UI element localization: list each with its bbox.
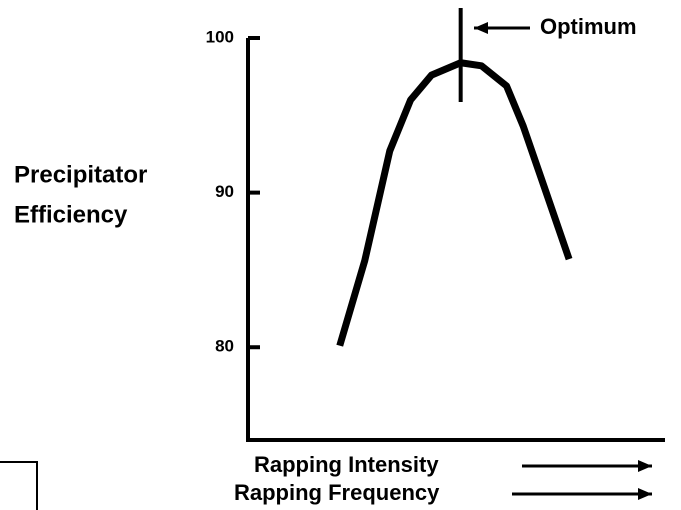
y-tick-label: 90 [215, 182, 234, 201]
optimum-label: Optimum [540, 14, 637, 39]
line-series [336, 59, 573, 347]
arrow-head [474, 22, 488, 34]
frame-fragment [0, 461, 38, 510]
y-tick-label: 100 [206, 27, 234, 46]
y-axis-label: Precipitator [14, 161, 147, 188]
x-axis-label: Rapping Frequency [234, 480, 440, 505]
arrow-head [638, 460, 652, 472]
x-axis-label: Rapping Intensity [254, 452, 439, 477]
y-tick-label: 80 [215, 337, 234, 356]
y-axis-label: Efficiency [14, 201, 128, 228]
axes [246, 38, 665, 442]
arrow-head [638, 488, 652, 500]
